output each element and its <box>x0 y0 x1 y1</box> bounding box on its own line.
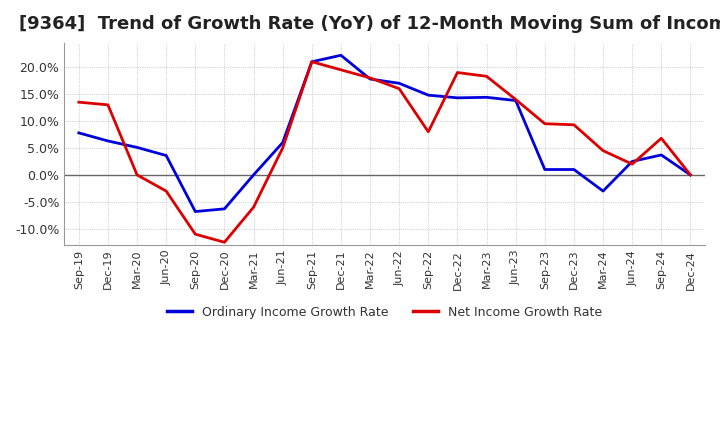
Legend: Ordinary Income Growth Rate, Net Income Growth Rate: Ordinary Income Growth Rate, Net Income … <box>162 301 608 323</box>
Net Income Growth Rate <box>424 129 433 135</box>
Net Income Growth Rate <box>511 97 520 102</box>
Net Income Growth Rate <box>482 73 491 79</box>
Net Income Growth Rate <box>395 86 403 92</box>
Net Income Growth Rate <box>570 122 578 128</box>
Net Income Growth Rate <box>541 121 549 126</box>
Ordinary Income Growth Rate <box>424 92 433 98</box>
Title: [9364]  Trend of Growth Rate (YoY) of 12-Month Moving Sum of Incomes: [9364] Trend of Growth Rate (YoY) of 12-… <box>19 15 720 33</box>
Ordinary Income Growth Rate <box>366 77 374 82</box>
Net Income Growth Rate <box>132 172 141 178</box>
Line: Ordinary Income Growth Rate: Ordinary Income Growth Rate <box>78 55 690 212</box>
Net Income Growth Rate <box>366 75 374 81</box>
Ordinary Income Growth Rate <box>541 167 549 172</box>
Net Income Growth Rate <box>657 136 665 141</box>
Net Income Growth Rate <box>599 148 608 153</box>
Line: Net Income Growth Rate: Net Income Growth Rate <box>78 62 690 242</box>
Net Income Growth Rate <box>220 240 229 245</box>
Ordinary Income Growth Rate <box>570 167 578 172</box>
Ordinary Income Growth Rate <box>686 172 695 178</box>
Net Income Growth Rate <box>307 59 316 64</box>
Ordinary Income Growth Rate <box>191 209 199 214</box>
Ordinary Income Growth Rate <box>657 152 665 158</box>
Ordinary Income Growth Rate <box>395 81 403 86</box>
Ordinary Income Growth Rate <box>74 130 83 136</box>
Ordinary Income Growth Rate <box>511 98 520 103</box>
Ordinary Income Growth Rate <box>220 206 229 212</box>
Net Income Growth Rate <box>104 102 112 107</box>
Net Income Growth Rate <box>337 67 346 73</box>
Ordinary Income Growth Rate <box>337 53 346 58</box>
Net Income Growth Rate <box>453 70 462 75</box>
Net Income Growth Rate <box>191 231 199 237</box>
Net Income Growth Rate <box>74 99 83 105</box>
Ordinary Income Growth Rate <box>307 59 316 64</box>
Ordinary Income Growth Rate <box>249 172 258 178</box>
Ordinary Income Growth Rate <box>132 145 141 150</box>
Net Income Growth Rate <box>162 188 171 194</box>
Net Income Growth Rate <box>686 172 695 178</box>
Ordinary Income Growth Rate <box>482 95 491 100</box>
Net Income Growth Rate <box>279 145 287 150</box>
Net Income Growth Rate <box>249 205 258 210</box>
Ordinary Income Growth Rate <box>599 188 608 194</box>
Ordinary Income Growth Rate <box>104 138 112 143</box>
Net Income Growth Rate <box>628 161 636 167</box>
Ordinary Income Growth Rate <box>279 140 287 145</box>
Ordinary Income Growth Rate <box>628 159 636 164</box>
Ordinary Income Growth Rate <box>162 153 171 158</box>
Ordinary Income Growth Rate <box>453 95 462 100</box>
